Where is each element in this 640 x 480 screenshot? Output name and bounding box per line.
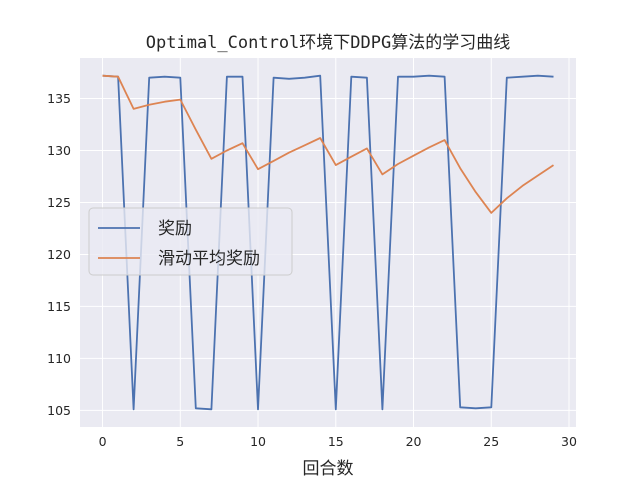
x-tick-label: 15: [328, 434, 344, 449]
x-tick-label: 5: [176, 434, 184, 449]
y-tick-label: 105: [47, 403, 71, 418]
x-axis-label: 回合数: [303, 459, 354, 479]
y-tick-label: 110: [47, 351, 71, 366]
y-tick-labels: 105 110 115 120 125 130 135: [47, 91, 71, 418]
x-tick-label: 0: [99, 434, 107, 449]
x-tick-labels: 0 5 10 15 20 25 30: [99, 434, 577, 449]
legend: 奖励 滑动平均奖励: [88, 207, 293, 276]
chart-title: Optimal_Control环境下DDPG算法的学习曲线: [146, 33, 510, 53]
legend-label-moving-average: 滑动平均奖励: [158, 249, 260, 269]
x-tick-label: 30: [561, 434, 577, 449]
y-tick-label: 120: [47, 247, 71, 262]
x-tick-label: 20: [406, 434, 422, 449]
series-line-moving-average: [102, 74, 554, 214]
y-tick-label: 115: [47, 299, 71, 314]
y-tick-label: 135: [47, 91, 71, 106]
series-layer: [102, 74, 554, 411]
x-tick-label: 10: [250, 434, 266, 449]
y-tick-label: 130: [47, 143, 71, 158]
y-tick-label: 125: [47, 195, 71, 210]
series-line-reward: [102, 74, 554, 411]
legend-label-reward: 奖励: [158, 219, 192, 239]
x-tick-label: 25: [483, 434, 499, 449]
